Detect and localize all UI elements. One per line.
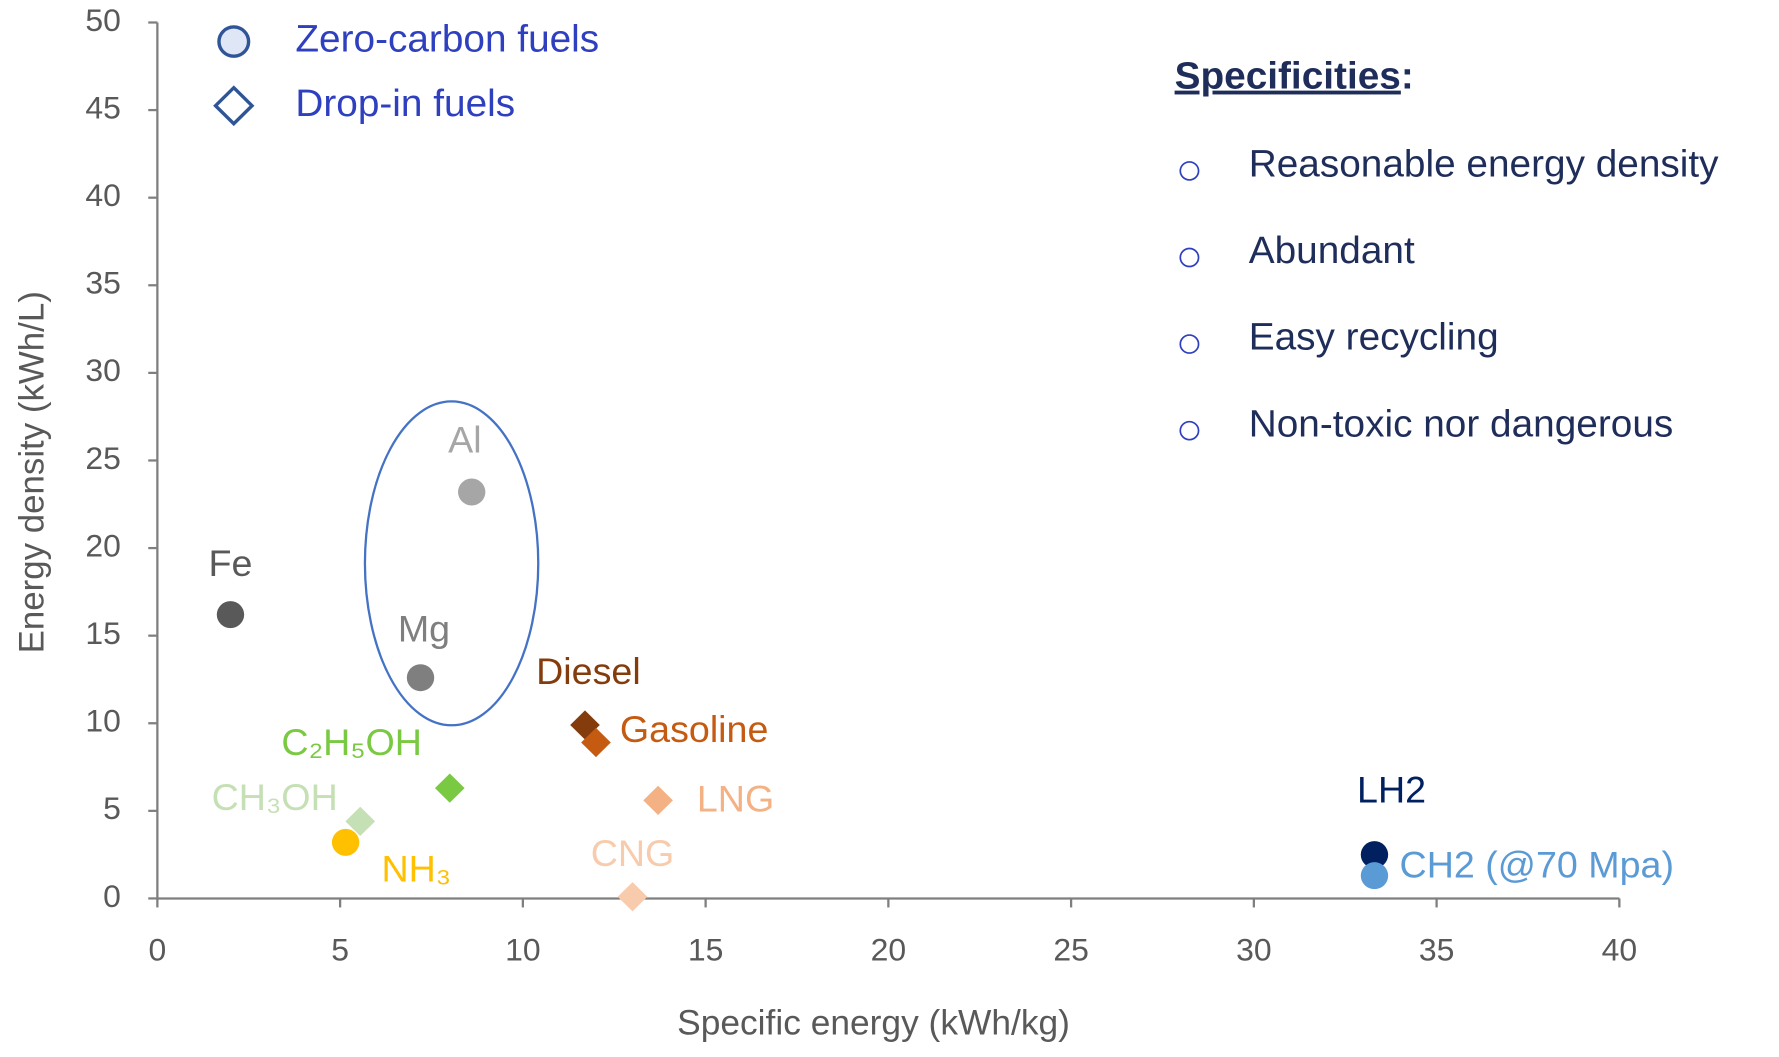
y-tick-label: 25: [85, 440, 120, 476]
heading: Specificities: [1175, 55, 1401, 98]
specificity-item: Non-toxic nor dangerous: [1249, 403, 1674, 446]
point: [434, 773, 465, 803]
x-tick-label: 40: [1602, 932, 1637, 968]
y-tick-label: 30: [85, 352, 120, 388]
x-tick-label: 20: [871, 932, 906, 968]
bullet: [1179, 420, 1200, 441]
point-label: Mg: [398, 608, 450, 650]
legend-label: Zero-carbon fuels: [295, 18, 599, 61]
specificities-heading: Specificities:: [1175, 55, 1414, 98]
y-tick-label: 40: [85, 177, 120, 213]
point-label: LNG: [697, 778, 774, 820]
point-label: C₂H₅OH: [281, 721, 422, 763]
x-tick-label: 10: [505, 932, 540, 968]
y-tick-label: 0: [103, 878, 121, 914]
point-label: NH₃: [381, 848, 451, 890]
specificity-item: Abundant: [1249, 229, 1415, 272]
x-tick-label: 5: [331, 932, 349, 968]
point: [581, 727, 611, 758]
point-label: Diesel: [536, 650, 641, 692]
y-axis-title: Energy density (kWh/L): [12, 291, 51, 653]
y-tick-label: 15: [85, 615, 120, 651]
point: [216, 601, 245, 629]
y-tick-label: 5: [103, 790, 121, 826]
specificity-item: Easy recycling: [1249, 316, 1499, 359]
group-ellipse: [363, 400, 540, 727]
x-tick-label: 30: [1236, 932, 1271, 968]
point-label: CH₃OH: [212, 776, 338, 818]
point-label: CNG: [591, 832, 675, 874]
heading-suffix: :: [1401, 55, 1414, 98]
point: [331, 828, 360, 856]
point-label: Gasoline: [620, 708, 768, 750]
specificity-item: Reasonable energy density: [1249, 143, 1720, 186]
y-tick-label: 45: [85, 90, 120, 126]
point: [406, 664, 435, 692]
bullet: [1179, 334, 1200, 354]
point-label: Fe: [209, 542, 253, 584]
point: [345, 806, 376, 836]
x-axis-title: Specific energy (kWh/kg): [677, 1004, 1070, 1043]
y-tick-label: 50: [85, 2, 120, 38]
point: [1360, 862, 1389, 890]
x-tick-label: 35: [1419, 932, 1454, 968]
bullet: [1179, 247, 1200, 268]
legend-marker: [213, 85, 255, 127]
bullet: [1179, 161, 1200, 181]
y-tick-label: 20: [85, 528, 120, 564]
point-label: CH2 (@70 Mpa): [1400, 844, 1674, 886]
x-tick-label: 15: [688, 932, 723, 968]
point: [1360, 841, 1389, 869]
y-tick-label: 35: [85, 265, 120, 301]
point-label: Al: [448, 419, 481, 461]
point: [617, 882, 648, 912]
x-tick-label: 25: [1053, 932, 1088, 968]
x-tick-label: 0: [148, 932, 166, 968]
point-label: LH2: [1357, 769, 1426, 811]
y-tick-label: 10: [85, 703, 120, 739]
point: [643, 785, 673, 815]
legend-label: Drop-in fuels: [295, 82, 515, 125]
point: [458, 478, 486, 506]
legend-marker: [217, 25, 251, 58]
